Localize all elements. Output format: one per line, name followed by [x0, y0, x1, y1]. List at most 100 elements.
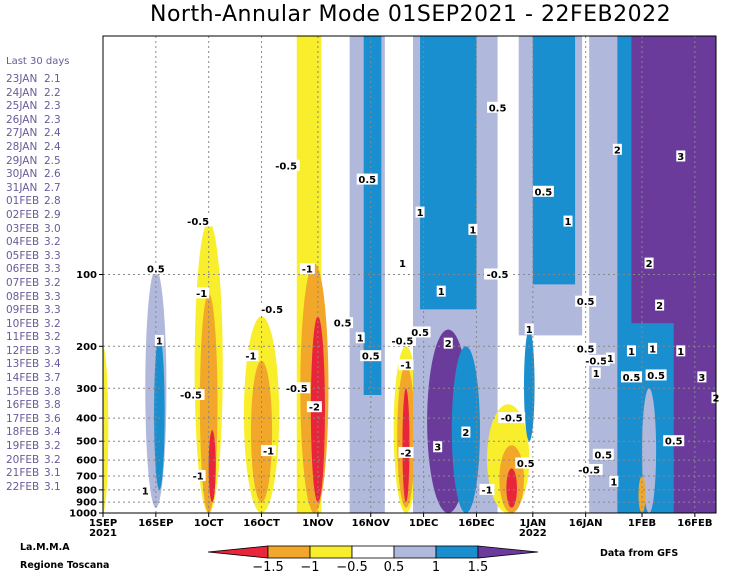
row-date: 27JAN — [6, 127, 38, 140]
contour-label: 2 — [614, 145, 621, 156]
contour-label: 1 — [142, 487, 149, 498]
x-tick-label: 16SEP — [138, 518, 173, 529]
x-tick-label: 1JAN — [519, 518, 546, 529]
row-value: 3.1 — [44, 480, 61, 493]
contour-label-box — [272, 159, 300, 171]
row-date: 12FEB — [6, 344, 40, 357]
last-30-days-row: 15FEB 3.8 — [6, 386, 101, 400]
last-30-days-row: 24JAN 2.2 — [6, 87, 101, 101]
contour-label: 1 — [677, 347, 684, 358]
row-date: 23JAN — [6, 73, 38, 85]
contour-label-box — [645, 369, 667, 381]
contour-label-box — [609, 475, 619, 487]
contour-label: 1 — [593, 369, 600, 380]
contour-label: 1 — [156, 336, 163, 347]
contour-label: -1 — [302, 265, 313, 276]
row-value: 3.2 — [44, 453, 61, 466]
row-value: 3.3 — [44, 263, 61, 276]
contour-label-box — [145, 263, 167, 275]
contour-label: -1 — [481, 485, 492, 496]
contour-label-box — [356, 173, 378, 185]
contour-label: -0.5 — [180, 390, 202, 401]
x-tick-label: 16NOV — [352, 518, 391, 529]
row-value: 3.7 — [44, 372, 61, 385]
contour-label-box — [190, 470, 206, 482]
last-30-days-row: 21FEB 3.1 — [6, 467, 101, 481]
contour-label-box — [676, 150, 686, 162]
contour-label: -0.5 — [261, 305, 283, 316]
row-date: 14FEB — [6, 372, 40, 385]
contour-label: 0.5 — [647, 371, 665, 382]
row-value: 2.3 — [44, 100, 61, 113]
field-strong-negative-latedec — [506, 468, 517, 508]
x-tick-label: 16FEB — [677, 518, 712, 529]
contour-label: -1 — [400, 361, 411, 372]
row-value: 3.3 — [44, 344, 61, 357]
legend-swatch — [435, 545, 479, 559]
x-tick-label: 1NOV — [302, 518, 334, 529]
contour-label: 3 — [698, 373, 705, 384]
contour-label-box — [648, 342, 658, 354]
legend-label: −1.5 — [252, 560, 284, 575]
row-value: 2.5 — [44, 154, 61, 167]
x-tick-label: 16JAN — [569, 518, 603, 529]
contour-label-box — [355, 332, 365, 344]
row-value: 3.2 — [44, 276, 61, 289]
contour-label: -1 — [196, 289, 207, 300]
contour-label: 1 — [649, 344, 656, 355]
contour-label: 0.5 — [489, 103, 507, 114]
legend-label: 1 — [432, 560, 440, 575]
last-30-days-header: Last 30 days — [6, 56, 70, 67]
contour-label-box — [154, 334, 164, 346]
row-value: 3.0 — [44, 222, 61, 235]
contour-label-box — [563, 215, 573, 227]
contour-label: 1 — [526, 325, 533, 336]
contour-label-box — [397, 257, 407, 269]
row-value: 3.3 — [44, 290, 61, 303]
contour-label: 1 — [417, 208, 424, 219]
contour-label: 3 — [434, 443, 441, 454]
row-date: 15FEB — [6, 385, 40, 398]
x-tick-label: 1SEP — [89, 518, 117, 529]
row-value: 2.3 — [44, 113, 61, 126]
legend-label: −1 — [300, 560, 319, 575]
row-date: 31JAN — [6, 181, 38, 194]
contour-label-box — [498, 412, 526, 424]
row-date: 30JAN — [6, 168, 38, 181]
row-date: 06FEB — [6, 263, 40, 276]
contour-label-box — [676, 345, 686, 357]
row-date: 11FEB — [6, 331, 40, 344]
contour-label: 1 — [399, 259, 406, 270]
contour-label-box — [582, 354, 610, 366]
row-value: 2.2 — [44, 86, 61, 99]
last-30-days-row: 30JAN 2.6 — [6, 168, 101, 182]
contour-label: 0.5 — [411, 328, 429, 339]
legend-label: 1.5 — [468, 560, 489, 575]
last-30-days-row: 09FEB 3.3 — [6, 304, 101, 318]
contour-label: 1 — [607, 354, 614, 365]
contour-label-box — [655, 299, 665, 311]
y-tick-label: 300 — [76, 384, 97, 395]
last-30-days-row: 07FEB 3.2 — [6, 277, 101, 291]
row-value: 2.6 — [44, 168, 61, 181]
last-30-days-row: 06FEB 3.3 — [6, 263, 101, 277]
last-30-days-row: 28JAN 2.4 — [6, 141, 101, 155]
y-tick-label: 600 — [76, 456, 97, 467]
row-date: 24JAN — [6, 86, 38, 99]
contour-label-box — [484, 268, 512, 280]
row-value: 3.2 — [44, 331, 61, 344]
contour-label: 0.5 — [594, 450, 612, 461]
contour-label: -0.5 — [578, 465, 600, 476]
last-30-days-row: 16FEB 3.8 — [6, 399, 101, 413]
row-value: 2.1 — [44, 73, 61, 85]
contour-label: -0.5 — [187, 217, 209, 228]
x-tick-label: 16OCT — [243, 518, 280, 529]
last-30-days-row: 31JAN 2.7 — [6, 182, 101, 196]
contour-label-box — [436, 285, 446, 297]
field-strong-negative-oct — [208, 430, 216, 503]
row-value: 3.1 — [44, 467, 61, 480]
credit-org-line2: Regione Toscana — [20, 560, 110, 571]
field-positive-feb-break — [642, 388, 657, 513]
contour-label: -1 — [263, 447, 274, 458]
row-date: 02FEB — [6, 208, 40, 221]
